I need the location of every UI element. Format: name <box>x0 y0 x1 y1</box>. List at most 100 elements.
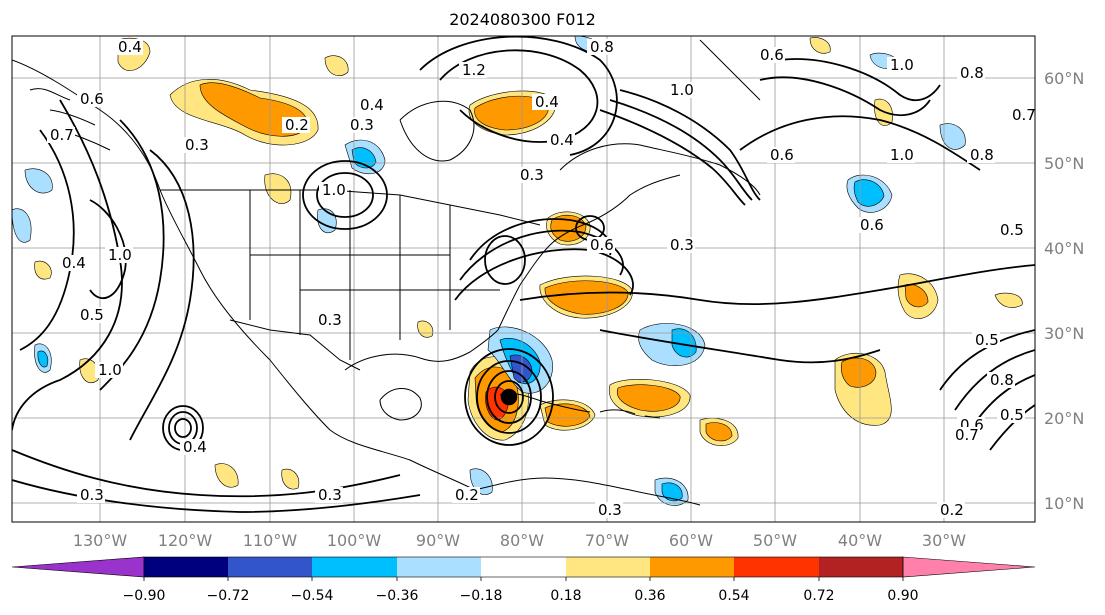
coastlines <box>12 39 761 506</box>
contour-label-bg <box>957 65 985 81</box>
shade-natl-blue <box>853 179 885 207</box>
contour-label: 0.5 <box>1000 221 1024 239</box>
contour-hurricane-3 <box>476 360 542 434</box>
gulf-coast <box>344 329 499 371</box>
longitude-label: 130°W <box>73 531 128 550</box>
colorbar-tick-label: −0.90 <box>123 588 166 604</box>
shade-pac-cool-1 <box>24 168 53 194</box>
shade-pac-blue-3 <box>37 350 49 368</box>
contour-label: 1.0 <box>670 81 694 99</box>
shade-mex-warm <box>214 463 239 488</box>
hurricane-eye <box>500 388 518 406</box>
map-frame <box>11 35 1036 523</box>
contour-label-bg <box>887 147 915 163</box>
contour-label: 0.3 <box>318 311 342 329</box>
shade-lesser-orange <box>705 422 733 442</box>
contour-hurricane-4 <box>464 348 554 446</box>
shade-sk-warm <box>264 173 292 204</box>
contour-label: 0.3 <box>670 236 694 254</box>
contour-labrador-3 <box>599 109 746 206</box>
contour-label: 0.5 <box>975 331 999 349</box>
contour-ea-1 <box>939 329 1035 391</box>
hispaniola <box>599 409 636 415</box>
contour-label-bg <box>767 147 795 163</box>
contour-label-bg <box>77 91 105 107</box>
contour-label: 0.3 <box>520 166 544 184</box>
contour-label-bg <box>997 222 1025 238</box>
contour-label-bg <box>47 127 75 143</box>
contour-label-bg <box>59 255 87 271</box>
contour-sw-2 <box>12 479 421 513</box>
contour-label-bg <box>357 97 385 113</box>
contour-pac-1 <box>12 99 123 431</box>
contour-label: 1.2 <box>462 61 486 79</box>
colorbar-tick-label: 0.90 <box>887 588 918 604</box>
contour-pac-5 <box>89 199 127 300</box>
longitude-label: 120°W <box>158 531 213 550</box>
contour-label-bg <box>459 62 487 78</box>
colorbar-tick-label: −0.36 <box>376 588 419 604</box>
contour-label: 0.7 <box>50 126 74 144</box>
longitude-axis: 130°W 120°W 110°W 100°W 90°W 80°W 70°W 60°W 50°W… <box>73 531 966 550</box>
contour-label: 0.8 <box>990 371 1014 389</box>
contour-label-bg <box>347 117 375 133</box>
colorbar-tick-label: −0.54 <box>291 588 334 604</box>
colorbar-tick-label: −0.18 <box>460 588 503 604</box>
contour-label-bg <box>95 362 123 378</box>
latitude-label: 30°N <box>1044 324 1084 343</box>
shade-bc-warm <box>324 55 349 76</box>
longitude-label: 70°W <box>585 531 629 550</box>
contour-label-bg <box>887 57 915 73</box>
contour-label: 1.0 <box>890 56 914 74</box>
contour-label-bg <box>595 502 623 518</box>
contour-label: 0.7 <box>955 426 979 444</box>
shade-ne-can-warm <box>809 37 831 54</box>
contour-subatl-2 <box>599 329 881 364</box>
contour-label-bg <box>180 439 208 455</box>
colorbar-segment <box>566 557 650 577</box>
contour-midwest-2 <box>302 160 388 230</box>
longitude-label: 100°W <box>327 531 382 550</box>
contour-se-low <box>484 235 526 285</box>
contour-label-bg <box>282 117 310 133</box>
colorbar-extend-max <box>902 556 1036 578</box>
colorbar-tick-label: 0.18 <box>550 588 581 604</box>
contour-label: 0.5 <box>80 306 104 324</box>
shade-pac-cool-2 <box>12 208 32 243</box>
contour-label-bg <box>587 237 615 253</box>
longitude-label: 40°W <box>838 531 882 550</box>
contour-label-bg <box>452 487 480 503</box>
shade-hudson-orange <box>474 95 549 131</box>
state-lines <box>249 190 500 360</box>
contour-ec-3 <box>454 248 634 301</box>
contour-label: 0.3 <box>598 501 622 519</box>
shade-carib-orange <box>616 384 681 412</box>
contour-natl-2 <box>759 76 931 117</box>
contour-sw-1 <box>12 449 401 498</box>
map-area: 0.4 0.6 0.7 0.3 0.2 0.4 1.0 0.5 1.0 0.4 0.3 1.0 0.3 0… <box>12 36 1035 522</box>
contour-label: 0.6 <box>80 90 104 108</box>
contour-label-bg <box>857 217 885 233</box>
colorbar-extend-min <box>11 556 145 578</box>
yucatan <box>379 388 422 421</box>
colorbar-outline <box>143 556 904 578</box>
east-coast <box>497 174 681 331</box>
longitude-label: 90°W <box>416 531 460 550</box>
contour-label: 0.8 <box>960 64 984 82</box>
shade-atl-blue <box>671 328 697 358</box>
contour-label: 1.0 <box>108 246 132 264</box>
contour-hurricane-1 <box>494 380 524 414</box>
latitude-label: 50°N <box>1044 154 1084 173</box>
greenland <box>699 39 761 101</box>
contour-label-bg <box>532 94 560 110</box>
contour-label-bg <box>105 247 133 263</box>
contour-label-bg <box>757 47 785 63</box>
contour-label: 0.4 <box>62 254 86 272</box>
contour-label: 0.4 <box>183 438 207 456</box>
labrador <box>559 143 761 196</box>
contour-hurricane-2 <box>486 370 532 424</box>
contour-natl-1 <box>739 115 981 171</box>
shade-azores-orange <box>904 284 929 308</box>
colorbar-segment <box>228 557 312 577</box>
contour-label: 0.6 <box>760 46 784 64</box>
